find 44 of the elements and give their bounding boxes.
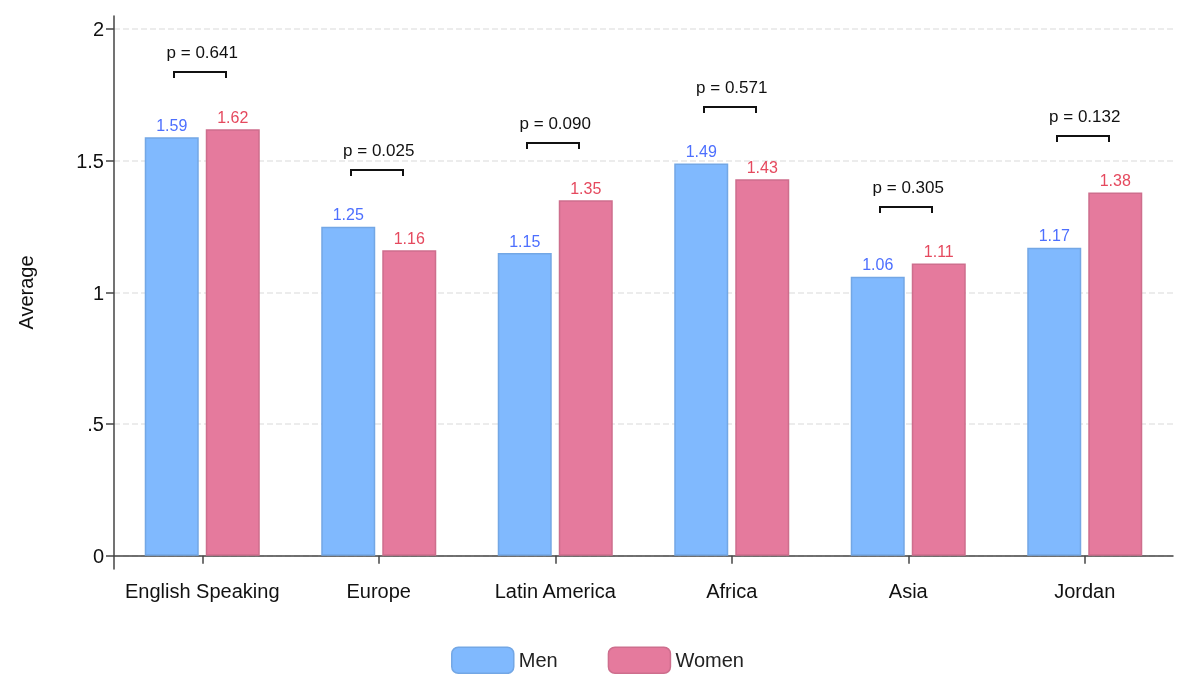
data-label: 1.17 xyxy=(1038,227,1070,245)
annotation: p = 0.132 xyxy=(1048,106,1122,127)
data-label: 1.15 xyxy=(509,232,541,250)
bar xyxy=(382,250,437,556)
annotation: p = 0.305 xyxy=(871,177,945,198)
annotation: p = 0.090 xyxy=(518,114,592,135)
annotation: p = 0.571 xyxy=(695,77,769,98)
legend-label: Men xyxy=(518,649,558,672)
data-label: 1.43 xyxy=(746,158,778,176)
bar xyxy=(205,129,260,556)
annotation: p = 0.641 xyxy=(165,43,239,64)
bar xyxy=(558,200,613,556)
x-tick-label: English Speaking xyxy=(124,580,280,602)
y-tick-label: 1 xyxy=(92,281,104,304)
bar xyxy=(911,263,966,556)
y-axis-title: Average xyxy=(15,255,37,330)
annotation: p = 0.025 xyxy=(342,140,416,161)
data-label: 1.35 xyxy=(570,179,602,197)
bar xyxy=(674,163,729,556)
x-tick-label: Europe xyxy=(346,580,411,602)
data-label: 1.25 xyxy=(332,206,364,224)
x-tick-label: Africa xyxy=(706,580,759,602)
y-tick-label: .5 xyxy=(87,413,104,436)
y-tick-label: 2 xyxy=(92,18,104,41)
data-label: 1.11 xyxy=(923,243,954,261)
y-tick-label: 0 xyxy=(92,544,104,567)
y-tick-label: 1.5 xyxy=(76,149,104,172)
bar xyxy=(735,179,790,556)
data-label: 1.38 xyxy=(1099,171,1131,189)
x-tick-label: Latin America xyxy=(494,580,617,602)
bar xyxy=(1088,192,1143,556)
x-tick-label: Jordan xyxy=(1054,580,1116,602)
bar xyxy=(850,276,905,556)
bar xyxy=(1027,247,1082,556)
bar xyxy=(144,137,199,556)
data-label: 1.49 xyxy=(685,142,717,160)
bar xyxy=(321,226,376,556)
data-label: 1.59 xyxy=(156,116,188,134)
bar xyxy=(497,253,552,556)
data-label: 1.62 xyxy=(217,108,249,126)
data-label: 1.16 xyxy=(393,229,425,247)
legend-label: Women xyxy=(675,649,744,672)
data-label: 1.06 xyxy=(862,256,894,274)
x-tick-label: Asia xyxy=(888,580,929,602)
